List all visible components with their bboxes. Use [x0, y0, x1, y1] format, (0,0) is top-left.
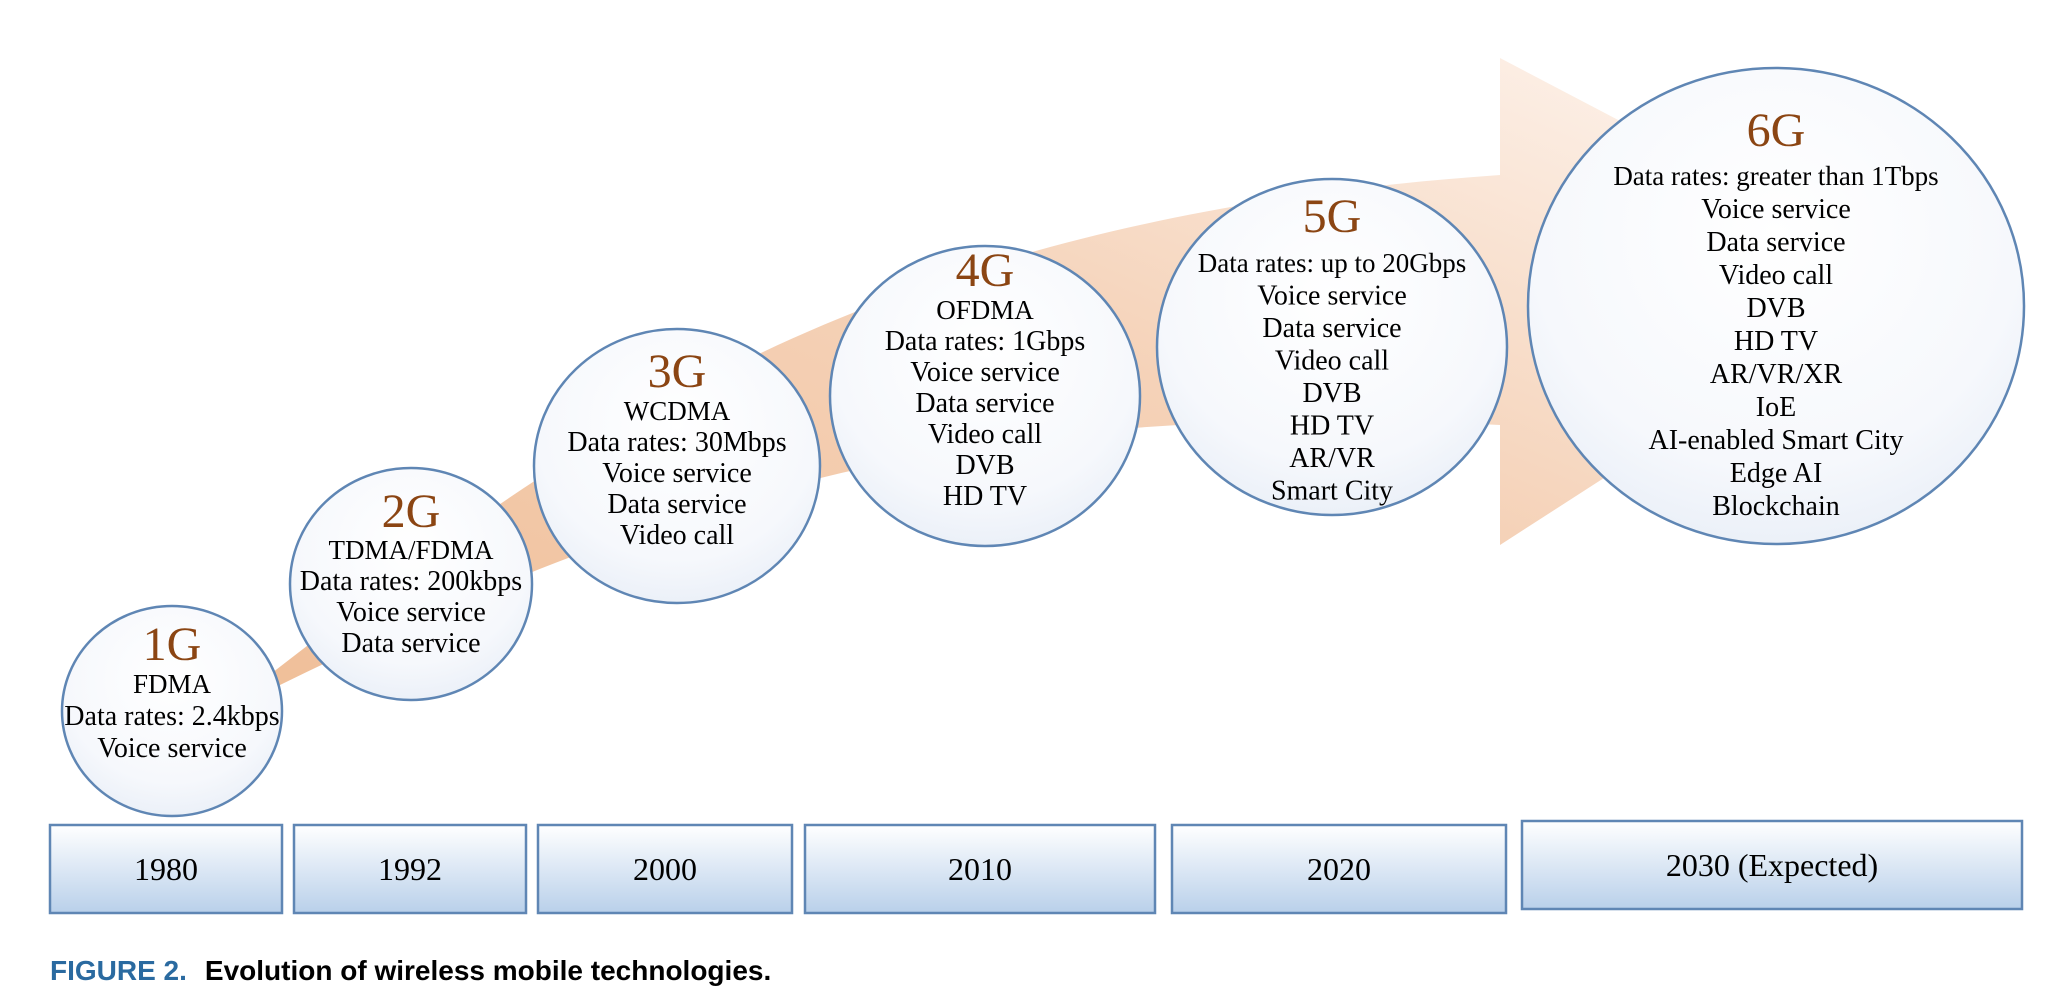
year-label: 2030 (Expected): [1666, 847, 1878, 883]
generation-title-6g: 6G: [1747, 104, 1806, 157]
generation-feature: HD TV: [1290, 411, 1374, 442]
generation-feature: Data rates: 2.4kbps: [64, 701, 279, 732]
generation-feature: Video call: [620, 520, 734, 551]
generation-feature: Data service: [1706, 227, 1845, 258]
figure-caption: FIGURE 2. Evolution of wireless mobile te…: [50, 955, 771, 987]
year-box-frame: [536, 823, 794, 915]
generation-feature: FDMA: [133, 669, 212, 699]
generation-feature: Video call: [928, 419, 1042, 450]
year-label: 1992: [378, 851, 442, 887]
generation-feature: Voice service: [1701, 194, 1851, 225]
generation-feature: HD TV: [943, 481, 1027, 512]
generation-feature: Voice service: [910, 357, 1060, 388]
generation-circle-3g: [532, 327, 822, 605]
generation-circle-2g: [288, 466, 534, 702]
year-box-2g: 1992: [292, 823, 528, 915]
year-box-4g: 2010: [803, 823, 1157, 915]
generation-title-2g: 2G: [382, 485, 441, 538]
generation-feature: Data service: [341, 628, 480, 659]
generation-circle-5g: [1155, 177, 1509, 517]
generation-title-1g: 1G: [143, 618, 202, 671]
generation-feature: Data service: [1262, 313, 1401, 344]
year-box-1g: 1980: [48, 823, 284, 915]
generation-circle-1g: [60, 604, 284, 818]
generation-feature: Data rates: 1Gbps: [885, 326, 1086, 357]
generation-title-5g: 5G: [1303, 190, 1362, 243]
year-box-6g: 2030 (Expected): [1520, 819, 2024, 911]
year-box-frame: [1520, 819, 2024, 911]
generation-feature: IoE: [1756, 392, 1796, 423]
year-label: 1980: [134, 851, 198, 887]
year-box-3g: 2000: [536, 823, 794, 915]
generation-feature: Voice service: [602, 458, 752, 489]
generation-feature: OFDMA: [936, 295, 1034, 325]
generation-feature: Video call: [1275, 346, 1389, 377]
generation-feature: Voice service: [1257, 281, 1407, 312]
generation-feature: Voice service: [97, 733, 247, 764]
year-label: 2000: [633, 851, 697, 887]
year-box-frame: [1170, 823, 1508, 915]
year-box-5g: 2020: [1170, 823, 1508, 915]
year-box-frame: [48, 823, 284, 915]
year-label: 2010: [948, 851, 1012, 887]
generation-feature: DVB: [1746, 293, 1805, 324]
year-timeline: 1980 1992 2000 2010 2020 2030 (Expected): [48, 819, 2024, 915]
generation-feature: Data rates: 200kbps: [300, 566, 522, 597]
generation-feature: Edge AI: [1730, 458, 1823, 489]
generation-feature: Smart City: [1271, 476, 1393, 507]
generation-feature: AR/VR: [1289, 443, 1375, 474]
generation-feature: Video call: [1719, 260, 1833, 291]
figure-caption-text: Evolution of wireless mobile technologie…: [204, 955, 772, 986]
generation-feature: Data rates: up to 20Gbps: [1198, 248, 1466, 278]
generation-circle-6g: [1526, 66, 2026, 546]
generation-feature: Data rates: 30Mbps: [567, 427, 786, 458]
year-box-frame: [292, 823, 528, 915]
generation-title-4g: 4G: [956, 244, 1015, 297]
generation-title-3g: 3G: [648, 345, 707, 398]
generation-feature: DVB: [1302, 378, 1361, 409]
generation-feature: Data rates: greater than 1Tbps: [1613, 161, 1938, 191]
generation-feature: AR/VR/XR: [1710, 359, 1843, 390]
year-box-frame: [803, 823, 1157, 915]
generation-feature: Data service: [915, 388, 1054, 419]
generation-feature: TDMA/FDMA: [328, 535, 494, 565]
generation-feature: DVB: [955, 450, 1014, 481]
generation-feature: WCDMA: [624, 396, 731, 426]
generation-feature: Data service: [607, 489, 746, 520]
generation-feature: Blockchain: [1712, 491, 1840, 522]
generation-circle-4g: [828, 244, 1142, 548]
year-label: 2020: [1307, 851, 1371, 887]
generation-feature: HD TV: [1734, 326, 1818, 357]
generation-feature: Voice service: [336, 597, 486, 628]
figure-number: FIGURE 2.: [50, 955, 187, 986]
generation-feature: AI-enabled Smart City: [1648, 425, 1903, 456]
